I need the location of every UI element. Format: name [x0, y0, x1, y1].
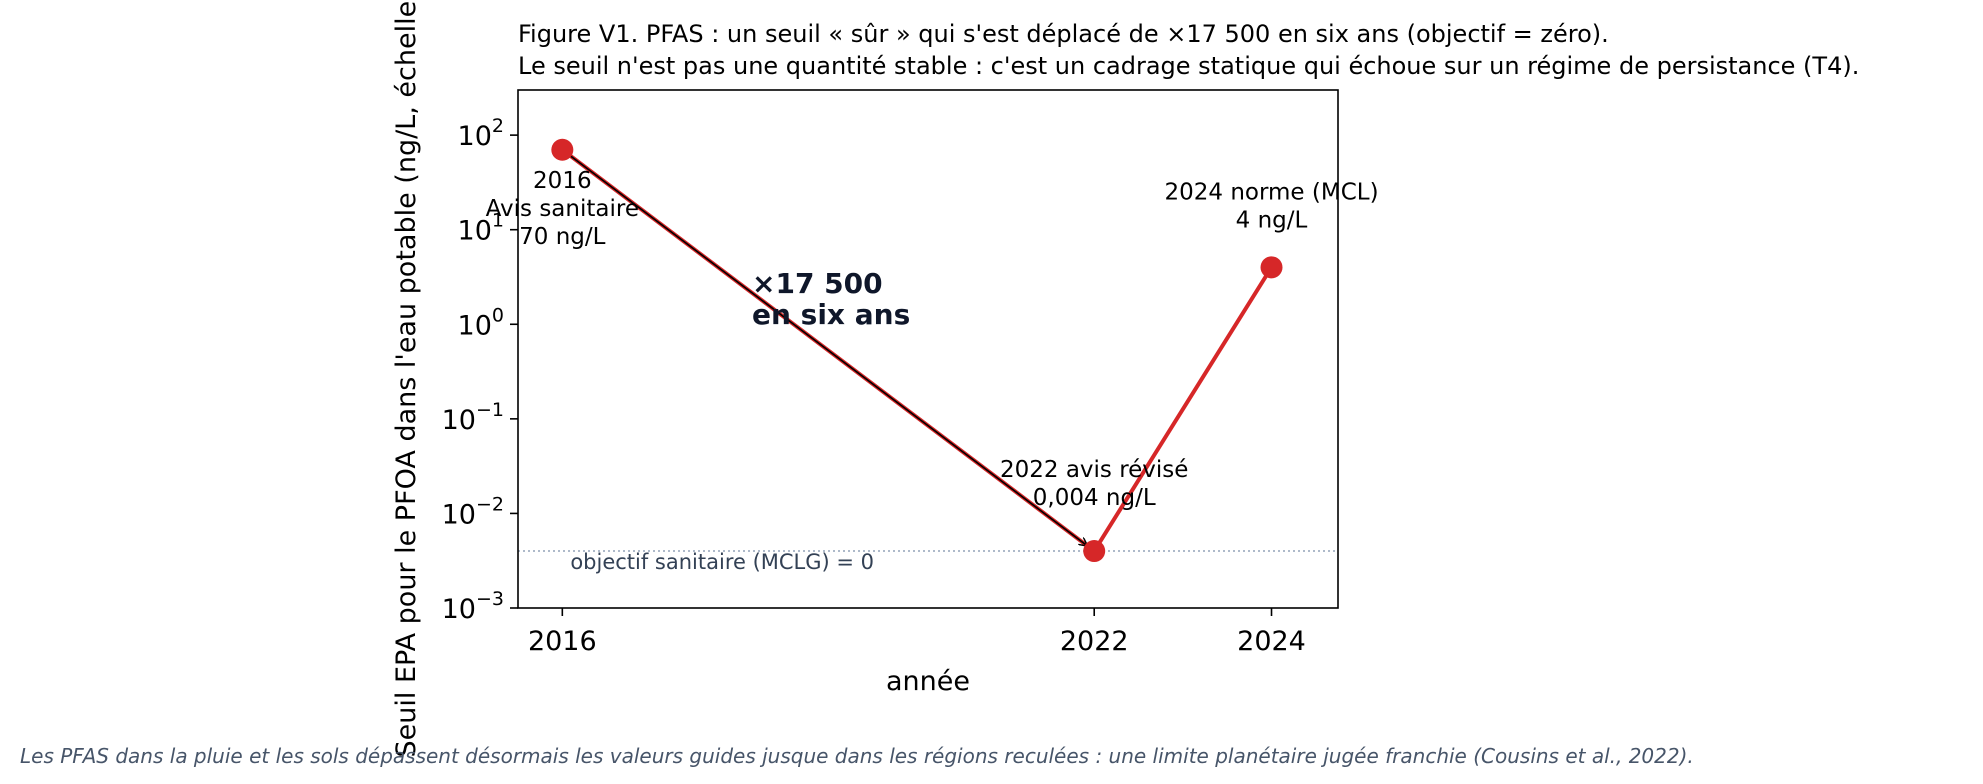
y-tick-base: 10 [458, 216, 492, 247]
y-tick-base: 10 [442, 594, 476, 625]
x-tick-label-2016: 2016 [528, 626, 597, 657]
footnote: Les PFAS dans la pluie et les sols dépas… [20, 744, 1694, 768]
axes-frame [517, 89, 1339, 609]
point-label-2024-line: 4 ng/L [1236, 207, 1308, 233]
y-axis-label: Seuil EPA pour le PFOA dans l'eau potabl… [391, 0, 422, 757]
point-label-2024-line: 2024 norme (MCL) [1164, 179, 1378, 205]
plot-area: objectif sanitaire (MCLG) = 0 2016 Avis sa… [486, 138, 1379, 574]
y-tick-exponent: 1 [492, 210, 504, 232]
chart-subtitle: Le seuil n'est pas une quantité stable :… [518, 52, 1859, 80]
y-tick-label: 10−3 [442, 588, 504, 625]
y-tick-exponent: 2 [492, 115, 504, 137]
data-point-2016 [551, 138, 574, 161]
point-label-2016-line: 2016 [533, 168, 592, 194]
point-label-2022: 2022 avis révisé 0,004 ng/L [1000, 457, 1188, 511]
arrow-line [566, 152, 1087, 545]
y-tick-label: 10−2 [442, 493, 504, 530]
y-tick-base: 10 [458, 121, 492, 152]
y-tick-base: 10 [442, 499, 476, 530]
y-tick-label: 101 [458, 210, 504, 247]
y-tick-exponent: −2 [476, 493, 504, 515]
y-tick-label: 100 [458, 304, 504, 341]
point-label-2016-line: Avis sanitaire [486, 196, 639, 222]
y-tick-base: 10 [458, 310, 492, 341]
y-tick-exponent: −3 [476, 588, 504, 610]
x-tick-label-2024: 2024 [1237, 626, 1306, 657]
arrow-annotation-text: ×17 500 en six ans [752, 267, 910, 331]
x-axis-label: année [886, 666, 970, 697]
series-line [561, 148, 1274, 554]
point-label-2016: 2016 Avis sanitaire 70 ng/L [486, 168, 639, 250]
point-label-2022-line: 2022 avis révisé [1000, 457, 1188, 483]
arrow-annotation-line: en six ans [752, 298, 910, 331]
reference-line-label: objectif sanitaire (MCLG) = 0 [570, 550, 874, 574]
data-point-2022 [1083, 540, 1106, 563]
y-tick-label: 102 [458, 115, 504, 152]
y-tick-exponent: 0 [492, 304, 504, 326]
y-tick-exponent: −1 [476, 399, 504, 421]
x-tick-label-2022: 2022 [1060, 626, 1129, 657]
point-label-2016-line: 70 ng/L [519, 224, 606, 250]
chart-title: Figure V1. PFAS : un seuil « sûr » qui s… [518, 20, 1609, 48]
data-point-2024 [1260, 256, 1283, 279]
y-tick-base: 10 [442, 405, 476, 436]
point-label-2022-line: 0,004 ng/L [1033, 485, 1156, 511]
y-tick-label: 10−1 [442, 399, 504, 436]
point-label-2024: 2024 norme (MCL) 4 ng/L [1164, 179, 1378, 233]
arrow-annotation-line: ×17 500 [752, 267, 883, 300]
